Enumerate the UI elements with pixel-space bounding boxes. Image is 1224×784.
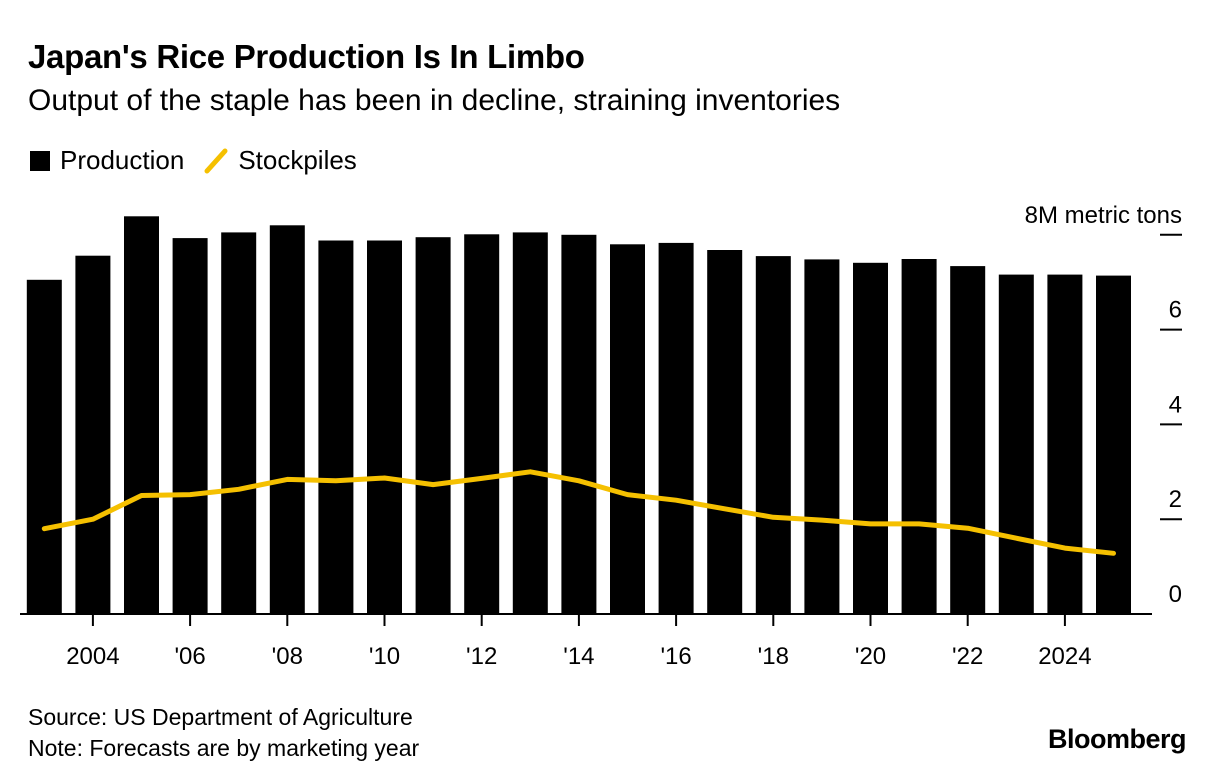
- chart-subtitle: Output of the staple has been in decline…: [28, 84, 841, 117]
- production-bar-2023: [998, 274, 1034, 614]
- x-tick-label-2020: '20: [855, 643, 886, 670]
- production-bar-2020: [853, 262, 888, 614]
- y-tick-label-8: 8M metric tons: [1025, 202, 1182, 229]
- production-bar-2017: [707, 250, 743, 614]
- x-tick-label-2014: '14: [563, 643, 594, 670]
- production-bar-2016: [658, 242, 694, 614]
- production-bar-2014: [561, 234, 597, 615]
- stockpiles-series: [41, 469, 1116, 556]
- legend-item-stockpiles: Stockpiles: [204, 145, 357, 176]
- x-tick-label-2010: '10: [369, 643, 400, 670]
- production-swatch-icon: [30, 150, 50, 171]
- production-bar-2025: [1096, 275, 1131, 614]
- production-bar-2022: [950, 266, 986, 614]
- x-tick-label-2018: '18: [758, 643, 789, 670]
- chart-title: Japan's Rice Production Is In Limbo: [28, 38, 585, 75]
- method-note: Note: Forecasts are by marketing year: [28, 735, 420, 761]
- stockpiles-swatch-icon: [204, 148, 228, 173]
- x-tick-label-2016: '16: [660, 643, 691, 670]
- x-tick-label-2022: '22: [952, 643, 983, 670]
- y-tick-label-4: 4: [1169, 391, 1182, 418]
- legend-item-production: Production: [30, 145, 184, 176]
- production-bar-2012: [464, 234, 500, 615]
- production-bar-2021: [901, 259, 937, 614]
- rice-chart: 2004 '06 '08 '10 '12 '14 '16 '18 '20 '22 2024 0 2 4 6…: [20, 202, 1182, 670]
- legend-label-production: Production: [60, 145, 185, 175]
- source-note: Source: US Department of Agriculture: [28, 704, 413, 730]
- x-axis: 2004 '06 '08 '10 '12 '14 '16 '18 '20 '22 2024: [20, 613, 1152, 670]
- production-bar-2010: [367, 240, 402, 614]
- stockpiles-line: [41, 469, 1116, 556]
- x-tick-label-2004: 2004: [66, 643, 119, 670]
- production-bar-2024: [1047, 274, 1083, 614]
- x-tick-label-2006: '06: [174, 643, 205, 670]
- x-tick-label-2008: '08: [272, 643, 303, 670]
- production-bar-2011: [415, 237, 451, 614]
- footer: Source: US Department of Agriculture Not…: [28, 702, 419, 764]
- x-tick-label-2024: 2024: [1038, 643, 1091, 670]
- legend-label-stockpiles: Stockpiles: [238, 145, 357, 175]
- production-bar-2018: [755, 256, 791, 614]
- production-bar-2015: [610, 244, 645, 615]
- production-bar-2009: [318, 240, 354, 614]
- production-bar-2006: [172, 238, 208, 614]
- production-bar-2008: [269, 225, 305, 615]
- legend: Production Stockpiles: [30, 145, 377, 176]
- production-bar-2019: [804, 259, 840, 614]
- y-axis: 0 2 4 6 8M metric tons: [1025, 202, 1182, 608]
- production-bars: [26, 216, 1131, 615]
- production-bar-2004: [75, 255, 111, 614]
- production-bar-2005: [124, 216, 159, 615]
- production-bar-2003: [26, 279, 62, 614]
- production-bar-2007: [221, 232, 257, 614]
- bloomberg-logo: Bloomberg: [1047, 724, 1187, 754]
- x-tick-label-2012: '12: [466, 643, 497, 670]
- y-tick-label-6: 6: [1169, 297, 1182, 324]
- production-bar-2013: [512, 232, 548, 614]
- y-tick-label-0: 0: [1169, 581, 1182, 608]
- y-tick-label-2: 2: [1169, 486, 1182, 513]
